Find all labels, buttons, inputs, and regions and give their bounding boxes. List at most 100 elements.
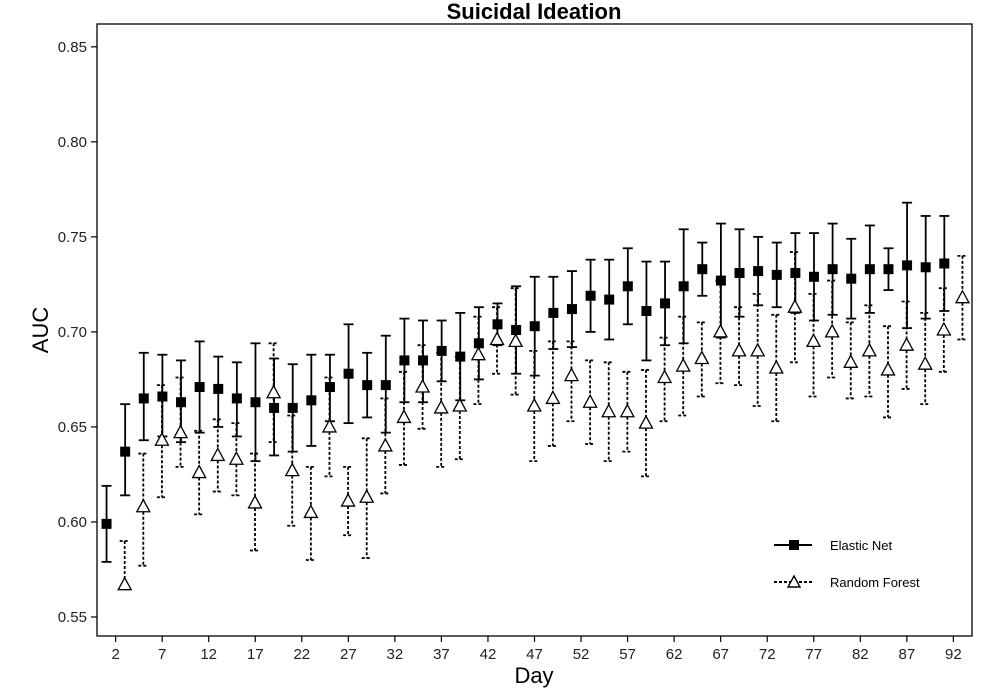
- legend-item-elastic-net: Elastic Net: [774, 538, 893, 553]
- data-point-random-forest: [247, 494, 263, 509]
- data-point-random-forest: [768, 359, 784, 374]
- data-point-elastic-net: [939, 258, 950, 269]
- data-point-random-forest: [675, 357, 691, 372]
- data-point-elastic-net: [883, 264, 894, 275]
- series-random-forest: [117, 251, 971, 591]
- x-tick-label: 7: [158, 646, 166, 663]
- series-layer: [101, 201, 971, 591]
- y-tick-label: 0.65: [58, 419, 87, 436]
- y-tick-label: 0.60: [58, 514, 87, 531]
- x-tick-label: 57: [619, 646, 636, 663]
- data-point-random-forest: [172, 424, 189, 439]
- x-tick-label: 47: [526, 646, 543, 663]
- x-tick-label: 67: [712, 646, 729, 663]
- data-point-elastic-net: [380, 380, 391, 391]
- legend-item-random-forest: Random Forest: [774, 574, 920, 590]
- data-point-random-forest: [452, 397, 468, 412]
- data-point-random-forest: [712, 323, 729, 338]
- y-axis: 0.55 0.60 0.65 0.70 0.75 0.80 0.85: [58, 39, 97, 626]
- data-point-elastic-net: [306, 395, 317, 406]
- data-point-elastic-net: [529, 321, 540, 332]
- data-point-random-forest: [563, 367, 580, 382]
- data-point-elastic-net: [362, 380, 373, 391]
- legend: Elastic Net Random Forest: [774, 538, 920, 590]
- data-point-elastic-net: [771, 269, 782, 280]
- data-point-random-forest: [303, 504, 319, 519]
- data-point-random-forest: [135, 498, 151, 513]
- data-point-random-forest: [228, 450, 244, 465]
- data-point-random-forest: [750, 342, 766, 357]
- data-point-elastic-net: [120, 446, 131, 457]
- data-point-elastic-net: [734, 267, 745, 278]
- legend-label-random-forest: Random Forest: [830, 575, 920, 590]
- data-point-random-forest: [954, 289, 971, 304]
- x-tick-label: 32: [387, 646, 404, 663]
- data-point-random-forest: [470, 346, 487, 361]
- data-point-elastic-net: [343, 368, 354, 379]
- data-point-elastic-net: [808, 271, 819, 282]
- data-point-random-forest: [396, 409, 412, 424]
- y-tick-label: 0.70: [58, 324, 87, 341]
- data-point-elastic-net: [660, 298, 671, 309]
- data-point-elastic-net: [566, 304, 577, 315]
- data-point-random-forest: [414, 378, 431, 393]
- data-point-elastic-net: [436, 345, 447, 356]
- data-point-random-forest: [526, 397, 542, 412]
- legend-marker-random-forest: [786, 574, 802, 588]
- x-tick-label: 62: [666, 646, 683, 663]
- y-tick-label: 0.80: [58, 134, 87, 151]
- chart-title: Suicidal Ideation: [447, 0, 622, 24]
- data-point-random-forest: [117, 576, 133, 591]
- data-point-random-forest: [340, 492, 356, 507]
- x-tick-label: 82: [852, 646, 869, 663]
- data-point-random-forest: [489, 331, 505, 346]
- x-tick-label: 77: [805, 646, 822, 663]
- x-axis-label: Day: [514, 663, 553, 688]
- data-point-elastic-net: [101, 518, 112, 529]
- data-point-elastic-net: [678, 281, 689, 292]
- x-tick-label: 42: [480, 646, 497, 663]
- data-point-elastic-net: [827, 264, 838, 275]
- y-axis-label: AUC: [28, 307, 53, 354]
- data-point-random-forest: [731, 342, 747, 357]
- data-point-elastic-net: [250, 397, 261, 408]
- x-axis: 2 7 12 17 22 27 32 37 42 47 52 57 62 67 72 77 82 87 92: [111, 636, 962, 663]
- data-point-elastic-net: [324, 382, 335, 393]
- data-point-elastic-net: [231, 393, 242, 404]
- y-tick-label: 0.85: [58, 39, 87, 56]
- x-tick-label: 27: [340, 646, 357, 663]
- data-point-random-forest: [601, 403, 617, 418]
- data-point-random-forest: [266, 384, 282, 399]
- data-point-random-forest: [191, 464, 207, 479]
- data-point-elastic-net: [622, 281, 633, 292]
- data-point-random-forest: [861, 342, 877, 357]
- x-tick-label: 92: [945, 646, 962, 663]
- data-point-random-forest: [936, 321, 952, 336]
- data-point-random-forest: [899, 336, 915, 351]
- x-tick-label: 52: [573, 646, 590, 663]
- x-tick-label: 12: [200, 646, 217, 663]
- data-point-random-forest: [545, 390, 561, 405]
- data-point-elastic-net: [902, 260, 913, 271]
- y-tick-label: 0.75: [58, 229, 87, 246]
- legend-marker-elastic-net: [789, 540, 799, 550]
- data-point-elastic-net: [697, 264, 708, 275]
- data-point-elastic-net: [194, 382, 205, 393]
- data-point-random-forest: [787, 298, 803, 313]
- data-point-random-forest: [656, 369, 673, 384]
- data-point-random-forest: [321, 418, 338, 433]
- data-point-elastic-net: [138, 393, 149, 404]
- data-point-elastic-net: [585, 290, 596, 301]
- data-point-random-forest: [154, 431, 170, 446]
- data-point-elastic-net: [753, 266, 764, 277]
- data-point-random-forest: [284, 462, 300, 477]
- data-point-random-forest: [917, 355, 933, 370]
- data-point-random-forest: [619, 403, 635, 418]
- data-point-elastic-net: [548, 307, 559, 318]
- data-point-random-forest: [433, 399, 449, 414]
- y-tick-label: 0.55: [58, 609, 87, 626]
- data-point-random-forest: [508, 333, 524, 348]
- x-tick-label: 22: [293, 646, 310, 663]
